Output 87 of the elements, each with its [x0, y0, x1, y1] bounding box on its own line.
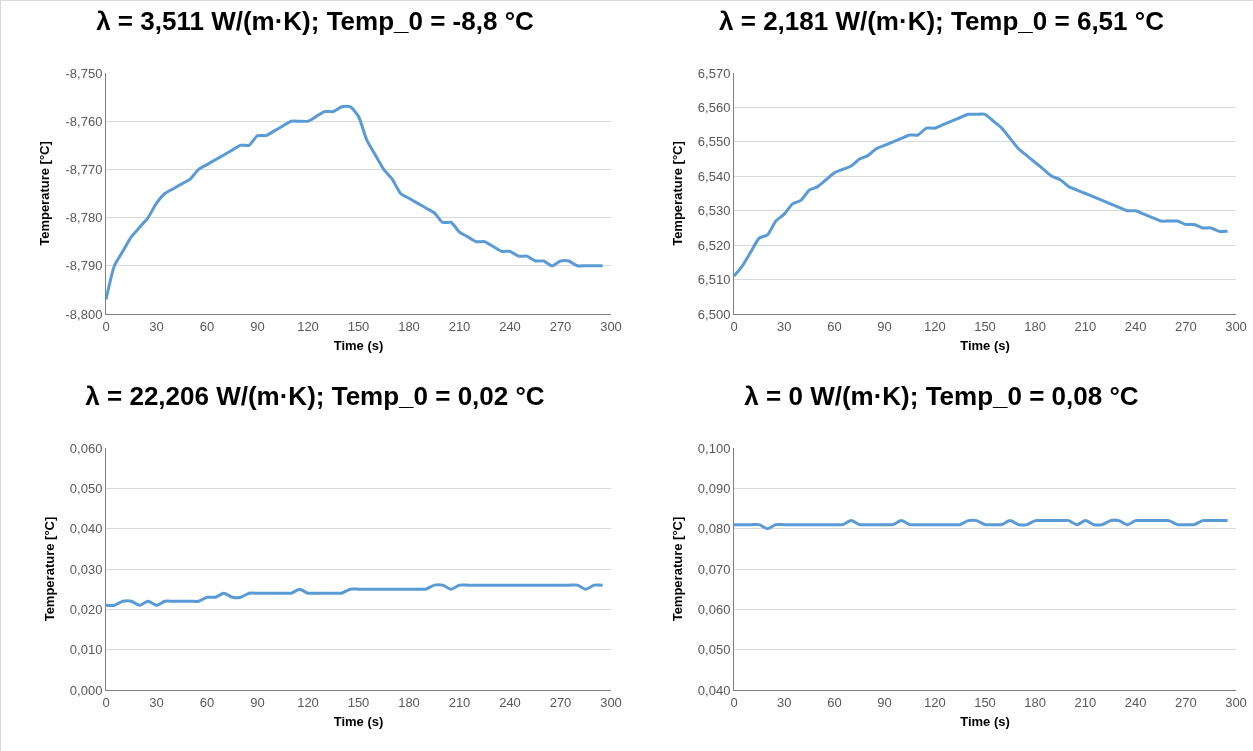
chart-title: λ = 3,511 W/(m·K); Temp_0 = -8,8 °C: [96, 6, 535, 37]
x-tick-label: 30: [776, 694, 792, 710]
x-tick-label: 180: [398, 694, 420, 710]
x-tick-label: 0: [730, 694, 738, 710]
y-axis-title: Temperature [°C]: [669, 141, 685, 246]
y-tick-label: -8,760: [65, 113, 103, 129]
y-tick-label: 0,040: [697, 682, 731, 698]
x-tick-label: 210: [1074, 318, 1097, 334]
x-tick-label: 0: [102, 694, 110, 710]
x-tick-label: 150: [974, 318, 996, 334]
y-tick-label: 0,050: [69, 480, 103, 496]
x-tick-label: 90: [877, 694, 892, 710]
x-tick-label: 300: [1225, 318, 1247, 334]
y-tick-label: 0,060: [697, 601, 731, 617]
chart-title: λ = 0 W/(m·K); Temp_0 = 0,08 °C: [744, 381, 1139, 412]
line-series: [106, 583, 605, 607]
x-tick-label: 90: [877, 318, 892, 334]
x-tick-label: 60: [199, 694, 215, 710]
x-tick-label: 240: [1124, 694, 1147, 710]
x-tick-label: 300: [600, 318, 622, 334]
x-tick-label: 0: [730, 318, 738, 334]
y-tick-label: 6,510: [697, 272, 731, 288]
x-tick-label: 210: [1074, 694, 1097, 710]
x-tick-label: 300: [1225, 694, 1247, 710]
y-tick-label: -8,750: [65, 65, 103, 81]
y-tick-label: 0,010: [69, 642, 103, 658]
x-axis-title: Time (s): [333, 714, 384, 730]
y-tick-label: 6,500: [697, 306, 731, 322]
x-tick-label: 90: [250, 318, 265, 334]
x-tick-label: 120: [923, 318, 946, 334]
y-tick-label: 0,090: [697, 480, 731, 496]
x-tick-label: 30: [149, 318, 164, 334]
y-tick-label: 0,060: [69, 440, 103, 456]
y-tick-label: -8,770: [65, 161, 103, 177]
x-tick-label: 180: [1024, 694, 1047, 710]
y-tick-label: 0,000: [69, 682, 103, 698]
x-tick-label: 120: [297, 318, 319, 334]
x-tick-label: 90: [250, 694, 265, 710]
y-tick-label: 6,560: [697, 99, 731, 115]
y-tick-label: -8,800: [65, 306, 103, 322]
x-axis-title: Time (s): [960, 338, 1010, 354]
x-tick-label: 150: [347, 318, 370, 334]
x-tick-label: 60: [827, 318, 842, 334]
x-tick-label: 120: [923, 694, 946, 710]
x-tick-label: 270: [1174, 318, 1197, 334]
x-tick-label: 150: [347, 694, 370, 710]
chart-title: λ = 22,206 W/(m·K); Temp_0 = 0,02 °C: [85, 381, 545, 412]
x-axis-title: Time (s): [960, 714, 1010, 730]
x-tick-label: 210: [448, 318, 471, 334]
x-tick-label: 240: [499, 318, 521, 334]
y-tick-label: 0,070: [697, 561, 731, 577]
y-tick-label: 6,570: [697, 65, 731, 81]
x-tick-label: 150: [974, 694, 996, 710]
x-tick-label: 120: [297, 694, 319, 710]
x-tick-label: 0: [102, 318, 110, 334]
x-tick-label: 240: [1124, 318, 1147, 334]
x-tick-label: 270: [549, 694, 572, 710]
x-axis-title: Time (s): [333, 338, 384, 354]
y-tick-label: -8,790: [65, 258, 103, 274]
x-tick-label: 60: [827, 694, 842, 710]
y-tick-label: 0,050: [697, 642, 731, 658]
x-tick-label: 180: [1024, 318, 1047, 334]
x-tick-label: 270: [1174, 694, 1197, 710]
x-tick-label: 210: [448, 694, 471, 710]
line-series: [734, 112, 1230, 278]
y-tick-label: 0,030: [69, 561, 103, 577]
chart-title: λ = 2,181 W/(m·K); Temp_0 = 6,51 °C: [719, 6, 1165, 37]
y-tick-label: 6,520: [697, 237, 731, 253]
x-tick-label: 30: [776, 318, 792, 334]
x-tick-label: 270: [549, 318, 572, 334]
y-tick-label: 0,080: [697, 521, 731, 537]
y-tick-label: 0,020: [69, 601, 103, 617]
x-tick-label: 30: [149, 694, 164, 710]
x-tick-label: 240: [499, 694, 521, 710]
y-tick-label: 0,040: [69, 521, 103, 537]
y-axis-title: Temperature [°C]: [37, 141, 53, 246]
y-axis-title: Temperature [°C]: [669, 516, 685, 622]
y-tick-label: 0,100: [697, 440, 731, 456]
line-series: [106, 104, 605, 302]
x-tick-label: 180: [398, 318, 420, 334]
y-tick-label: 6,540: [697, 168, 731, 184]
x-tick-label: 60: [199, 318, 215, 334]
x-tick-label: 300: [600, 694, 622, 710]
y-tick-label: 6,530: [697, 203, 731, 219]
y-axis-title: Temperature [°C]: [41, 516, 57, 622]
y-tick-label: 6,550: [697, 134, 731, 150]
y-tick-label: -8,780: [65, 210, 103, 226]
